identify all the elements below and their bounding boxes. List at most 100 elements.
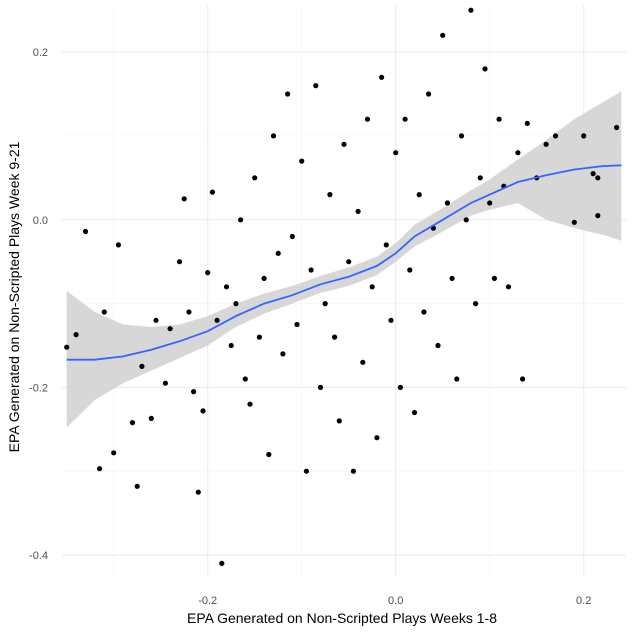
data-point — [426, 91, 432, 97]
data-point — [195, 489, 201, 495]
data-point — [252, 175, 258, 181]
data-point — [327, 192, 333, 198]
data-point — [238, 217, 244, 223]
data-point — [364, 116, 371, 122]
y-tick-label: 0.2 — [33, 47, 48, 59]
y-tick-label: -0.2 — [29, 382, 48, 394]
data-point — [402, 116, 408, 122]
data-point — [388, 317, 394, 323]
y-tick-label: -0.4 — [29, 550, 48, 562]
data-point — [379, 74, 385, 80]
data-point — [449, 275, 455, 281]
data-point — [266, 451, 272, 458]
data-point — [205, 270, 211, 276]
confidence-band-layer — [66, 91, 622, 428]
data-point — [346, 259, 352, 265]
data-point — [82, 228, 89, 235]
confidence-band — [66, 91, 622, 428]
data-point — [350, 468, 356, 474]
points-layer — [64, 7, 620, 567]
data-point — [247, 401, 253, 407]
data-point — [322, 301, 328, 307]
data-point — [219, 560, 225, 567]
x-tick-label: -0.2 — [198, 595, 217, 607]
data-point — [303, 468, 309, 474]
data-point — [411, 409, 418, 416]
data-point — [520, 376, 526, 382]
x-tick-label: 0.2 — [576, 595, 591, 607]
data-point — [162, 380, 168, 386]
data-point — [421, 309, 427, 315]
data-point — [341, 141, 347, 147]
data-point — [595, 213, 601, 219]
data-point — [590, 171, 596, 177]
data-point — [148, 415, 154, 421]
data-point — [454, 376, 460, 382]
data-point — [383, 242, 389, 248]
data-point — [73, 332, 79, 338]
data-point — [614, 124, 620, 131]
data-point — [515, 150, 521, 156]
data-point — [332, 334, 338, 340]
data-point — [228, 342, 234, 349]
grid — [62, 6, 626, 576]
data-point — [482, 66, 488, 72]
data-point — [416, 192, 422, 198]
data-point — [505, 284, 512, 290]
data-point — [496, 116, 502, 122]
data-point — [200, 408, 206, 414]
data-point — [214, 317, 220, 323]
data-point — [571, 219, 577, 225]
data-point — [336, 418, 342, 424]
data-point — [191, 389, 197, 395]
smooth-line — [66, 164, 622, 361]
data-point — [435, 342, 441, 349]
data-point — [64, 344, 70, 350]
x-tick-labels: -0.2 0.0 0.2 — [198, 595, 591, 607]
data-point — [181, 196, 187, 202]
data-point — [397, 384, 403, 390]
data-point — [280, 351, 286, 357]
data-point — [153, 317, 159, 323]
data-point — [317, 384, 324, 390]
data-point — [477, 175, 483, 181]
data-point — [581, 133, 587, 139]
data-point — [97, 466, 103, 472]
data-point — [261, 275, 267, 281]
data-point — [543, 141, 549, 147]
data-point — [223, 284, 230, 290]
data-point — [360, 359, 366, 365]
data-point — [270, 133, 277, 139]
data-point — [374, 435, 380, 441]
data-point — [129, 420, 136, 426]
data-point — [393, 150, 399, 156]
data-point — [463, 217, 469, 223]
data-point — [209, 189, 215, 195]
data-point — [275, 250, 281, 256]
data-point — [355, 208, 361, 214]
data-point — [242, 376, 248, 382]
data-point — [134, 483, 140, 489]
data-point — [369, 284, 375, 290]
data-point — [101, 309, 107, 315]
data-point — [176, 259, 183, 265]
data-point — [289, 233, 295, 240]
data-point — [487, 200, 493, 206]
smooth-line-layer — [66, 164, 622, 361]
data-point — [308, 267, 314, 273]
data-point — [552, 133, 559, 139]
data-point — [139, 363, 145, 369]
data-point — [407, 267, 413, 273]
data-point — [167, 326, 173, 332]
data-point — [294, 321, 300, 328]
data-point — [473, 301, 479, 307]
data-point — [299, 158, 305, 164]
data-point — [285, 91, 291, 97]
y-axis-title: EPA Generated on Non-Scripted Plays Week… — [6, 141, 22, 452]
y-tick-label: 0.0 — [33, 215, 48, 227]
data-point — [233, 301, 239, 307]
data-point — [186, 309, 192, 315]
data-point — [524, 120, 530, 126]
data-point — [440, 32, 446, 38]
